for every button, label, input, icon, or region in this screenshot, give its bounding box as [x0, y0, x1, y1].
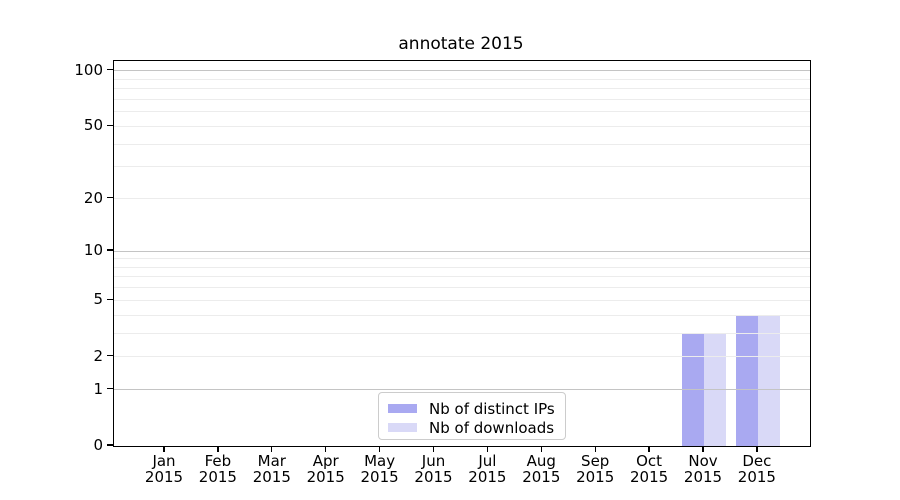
x-tick-month: Dec — [742, 452, 772, 470]
x-tick-year: 2015 — [144, 468, 184, 486]
x-tick-year: 2015 — [414, 468, 453, 486]
y-axis-tick-label: 1 — [93, 379, 103, 398]
x-tick-month: Nov — [688, 452, 718, 470]
legend: Nb of distinct IPs Nb of downloads — [378, 392, 566, 440]
x-axis-tick-label: Aug 2015 — [509, 453, 573, 485]
x-tick-month: Feb — [204, 452, 232, 470]
gridline-minor-50 — [114, 125, 810, 127]
gridline-minor-90 — [114, 78, 810, 80]
x-tick-mark-jun — [432, 446, 435, 453]
y-axis-tick-label: 50 — [83, 116, 103, 135]
x-tick-mark-oct — [648, 446, 650, 453]
x-axis-tick-label: Apr 2015 — [294, 453, 358, 485]
x-tick-mark-jan — [163, 446, 165, 453]
gridline-minor-60 — [114, 111, 810, 113]
x-tick-year: 2015 — [360, 468, 399, 486]
x-tick-month: Mar — [257, 452, 286, 470]
x-tick-month: Oct — [636, 452, 663, 470]
x-axis-tick-label: Feb 2015 — [186, 453, 250, 485]
grid-layer — [114, 61, 810, 446]
x-tick-mark-nov — [702, 446, 704, 453]
legend-swatch-downloads — [388, 423, 417, 432]
gridline-major-100 — [114, 70, 810, 72]
legend-swatch-distinct-ips — [388, 404, 417, 413]
gridline-minor-2 — [114, 356, 810, 358]
gridline-minor-9 — [114, 258, 810, 260]
x-tick-mark-may — [378, 446, 381, 453]
legend-label-downloads: Nb of downloads — [429, 418, 555, 437]
plot-area: Nb of distinct IPs Nb of downloads — [113, 60, 811, 447]
x-axis-tick-label: Mar 2015 — [240, 453, 304, 485]
y-axis-tick-label: 10 — [83, 241, 103, 260]
x-tick-mark-sep — [594, 446, 596, 453]
x-tick-month: May — [364, 452, 396, 470]
x-tick-year: 2015 — [522, 468, 561, 486]
gridline-minor-5 — [114, 299, 810, 301]
x-axis-tick-label: Dec 2015 — [725, 453, 789, 485]
x-tick-year: 2015 — [306, 468, 345, 486]
x-tick-mark-mar — [271, 446, 273, 453]
y-axis-tick-label: 5 — [93, 290, 103, 309]
gridline-minor-8 — [114, 266, 810, 268]
bar-dec-downloads — [757, 315, 780, 446]
x-tick-year: 2015 — [252, 468, 291, 486]
x-tick-mark-feb — [217, 446, 219, 453]
gridline-minor-20 — [114, 198, 810, 199]
x-tick-mark-apr — [325, 446, 327, 453]
gridline-minor-80 — [114, 88, 810, 90]
y-axis-tick-label: 0 — [93, 436, 103, 454]
x-tick-year: 2015 — [468, 468, 507, 486]
x-axis-tick-label: Jul 2015 — [455, 453, 519, 485]
gridline-minor-4 — [114, 314, 810, 316]
gridline-minor-6 — [114, 287, 810, 289]
gridline-major-1 — [114, 389, 810, 391]
y-axis-tick-label: 20 — [83, 188, 103, 207]
x-tick-month: Aug — [526, 452, 556, 470]
gridline-minor-3 — [114, 332, 810, 334]
x-axis-tick-label: Oct 2015 — [617, 453, 681, 485]
x-tick-month: Jun — [421, 452, 446, 470]
x-tick-year: 2015 — [683, 468, 723, 486]
x-tick-year: 2015 — [198, 468, 237, 486]
chart-title: annotate 2015 — [398, 34, 524, 54]
gridline-major-10 — [114, 250, 810, 252]
x-axis-tick-label: May 2015 — [348, 453, 412, 485]
x-tick-year: 2015 — [576, 468, 615, 486]
x-tick-mark-dec — [756, 446, 758, 453]
gridline-minor-40 — [114, 143, 810, 145]
x-tick-month: Jan — [152, 452, 176, 470]
gridline-minor-70 — [114, 98, 810, 100]
x-tick-year: 2015 — [737, 468, 776, 486]
x-tick-year: 2015 — [630, 468, 669, 486]
x-tick-mark-jul — [486, 446, 489, 453]
x-tick-month: Sep — [581, 452, 610, 470]
x-axis-tick-label: Jun 2015 — [402, 453, 466, 485]
y-axis-tick-label: 100 — [74, 60, 103, 79]
legend-label-distinct-ips: Nb of distinct IPs — [429, 399, 555, 418]
legend-item-distinct-ips: Nb of distinct IPs — [388, 399, 556, 418]
legend-item-downloads: Nb of downloads — [388, 418, 556, 437]
y-axis-tick-label: 2 — [93, 346, 103, 365]
bar-dec-distinct-ips — [735, 315, 758, 446]
x-axis-tick-label: Jan 2015 — [132, 453, 196, 485]
bars-layer — [114, 61, 810, 446]
gridline-minor-7 — [114, 276, 810, 278]
x-axis-tick-label: Nov 2015 — [671, 453, 735, 485]
x-axis-tick-label: Sep 2015 — [563, 453, 627, 485]
x-tick-month: Jul — [478, 452, 497, 470]
x-tick-month: Apr — [312, 452, 339, 470]
gridline-minor-30 — [114, 166, 810, 168]
x-tick-mark-aug — [540, 446, 542, 453]
